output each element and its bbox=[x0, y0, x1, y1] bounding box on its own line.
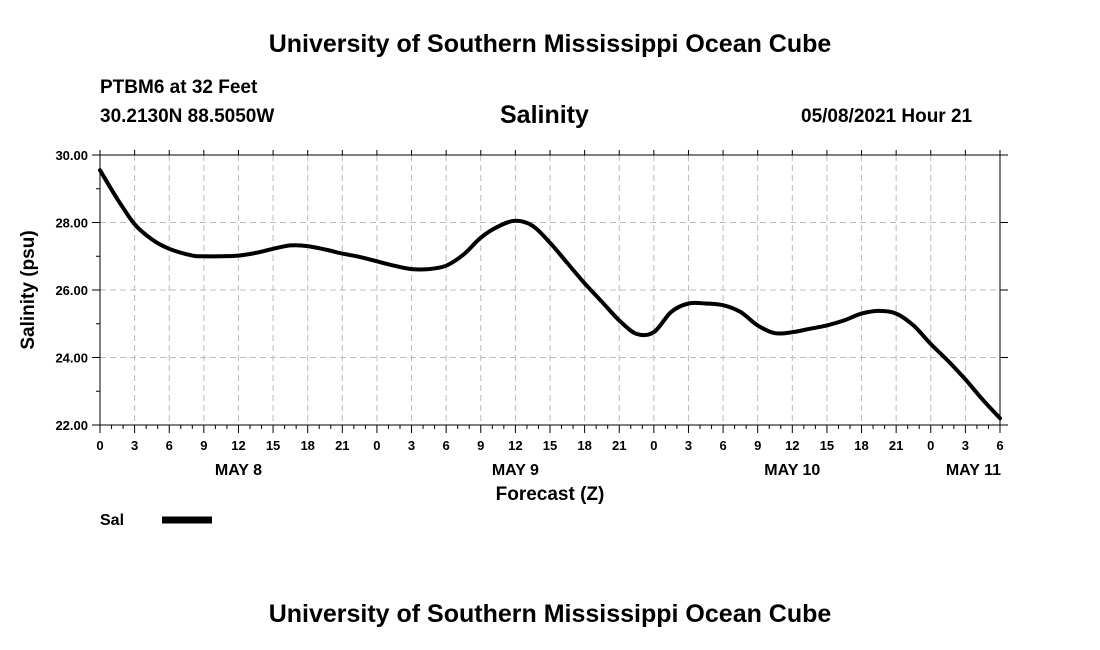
x-tick-label: 21 bbox=[612, 438, 626, 453]
x-tick-label: 0 bbox=[650, 438, 657, 453]
station-label: PTBM6 at 32 Feet bbox=[100, 77, 258, 98]
timestamp-label: 05/08/2021 Hour 21 bbox=[801, 106, 973, 127]
x-tick-label: 3 bbox=[962, 438, 969, 453]
series-line-sal bbox=[98, 168, 1002, 421]
x-tick-label: 12 bbox=[508, 438, 522, 453]
y-axis-ticks: 22.00 24.00 26.00 28.00 30.00 bbox=[55, 148, 1008, 433]
x-tick-label: 9 bbox=[477, 438, 484, 453]
date-label: MAY 11 bbox=[946, 462, 1001, 479]
x-tick-label: 0 bbox=[373, 438, 380, 453]
x-tick-label: 6 bbox=[996, 438, 1003, 453]
x-tick-label: 3 bbox=[408, 438, 415, 453]
x-tick-label: 9 bbox=[200, 438, 207, 453]
coordinates-label: 30.2130N 88.5050W bbox=[100, 106, 275, 127]
x-axis-label: Forecast (Z) bbox=[496, 484, 605, 505]
y-tick-label: 28.00 bbox=[55, 216, 88, 231]
x-tick-label: 18 bbox=[854, 438, 868, 453]
x-tick-label: 6 bbox=[166, 438, 173, 453]
y-axis-label: Salinity (psu) bbox=[18, 230, 39, 349]
grid-lines bbox=[100, 155, 1000, 425]
x-tick-label: 6 bbox=[443, 438, 450, 453]
x-tick-label: 15 bbox=[543, 438, 557, 453]
page-title: University of Southern Mississippi Ocean… bbox=[268, 30, 832, 58]
y-tick-label: 30.00 bbox=[55, 148, 88, 163]
x-tick-label: 21 bbox=[335, 438, 349, 453]
x-tick-label: 15 bbox=[820, 438, 834, 453]
y-tick-label: 26.00 bbox=[55, 283, 88, 298]
legend-label: Sal bbox=[100, 512, 124, 529]
x-tick-label: 3 bbox=[685, 438, 692, 453]
x-axis-ticks: 0 3 6 9 12 15 18 21 0 3 6 9 12 15 18 21 0 3 6 9 12 15 18 21 0 3 6 bbox=[96, 150, 1004, 453]
x-tick-label: 12 bbox=[231, 438, 245, 453]
date-labels: MAY 8 MAY 9 MAY 10 MAY 11 bbox=[215, 462, 1001, 479]
x-tick-label: 12 bbox=[785, 438, 799, 453]
footer-title: University of Southern Mississippi Ocean… bbox=[268, 600, 832, 628]
x-tick-label: 6 bbox=[719, 438, 726, 453]
x-tick-label: 15 bbox=[266, 438, 280, 453]
x-tick-label: 0 bbox=[927, 438, 934, 453]
x-tick-label: 18 bbox=[577, 438, 591, 453]
chart-title: Salinity bbox=[500, 101, 589, 129]
y-tick-label: 24.00 bbox=[55, 351, 88, 366]
x-tick-label: 3 bbox=[131, 438, 138, 453]
date-label: MAY 10 bbox=[764, 462, 820, 479]
y-tick-label: 22.00 bbox=[55, 418, 88, 433]
x-tick-label: 9 bbox=[754, 438, 761, 453]
x-tick-label: 21 bbox=[889, 438, 903, 453]
x-tick-label: 0 bbox=[96, 438, 103, 453]
date-label: MAY 8 bbox=[215, 462, 262, 479]
date-label: MAY 9 bbox=[492, 462, 539, 479]
x-tick-label: 18 bbox=[300, 438, 314, 453]
